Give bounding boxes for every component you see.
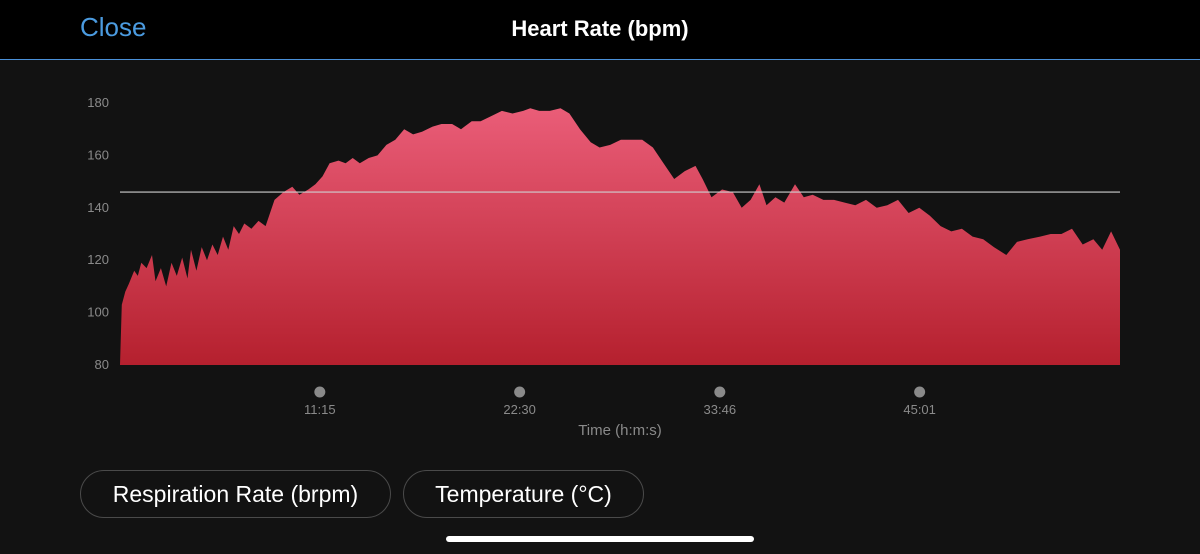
y-tick-label: 160 [87,147,109,162]
x-tick-marker[interactable] [314,386,326,398]
page-title: Heart Rate (bpm) [511,16,689,41]
top-bar: Close Heart Rate (bpm) [0,0,1200,60]
y-tick-label: 80 [95,357,109,372]
y-tick-label: 180 [87,95,109,110]
x-tick-label: 11:15 [304,402,336,417]
y-tick-label: 140 [87,200,109,215]
heart-rate-area [120,108,1120,365]
home-indicator [446,536,754,542]
x-axis-title: Time (h:m:s) [578,422,662,439]
x-tick-label: 45:01 [903,402,936,417]
heart-rate-chart[interactable]: 180 160 140 120 100 80 11:15 22:30 33:46 45:01 T… [0,60,1200,450]
y-tick-label: 100 [87,305,109,320]
y-tick-label: 120 [87,252,109,267]
x-tick-marker[interactable] [514,386,526,398]
x-tick-marker[interactable] [914,386,926,398]
temperature-button[interactable]: Temperature (°C) [403,470,644,518]
close-button[interactable]: Close [80,12,147,42]
x-tick-label: 33:46 [704,402,737,417]
respiration-rate-button[interactable]: Respiration Rate (brpm) [80,470,391,518]
x-tick-marker[interactable] [714,386,726,398]
x-tick-label: 22:30 [503,402,536,417]
